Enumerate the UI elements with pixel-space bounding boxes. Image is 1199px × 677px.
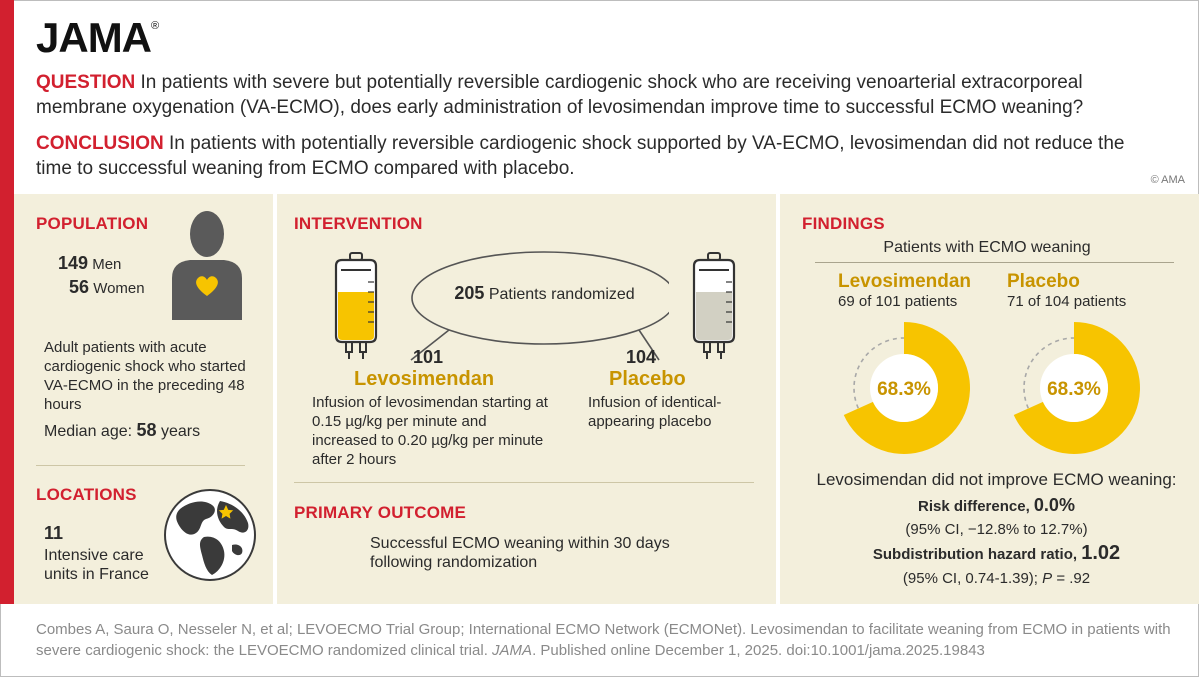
arm2-connector bbox=[638, 329, 660, 361]
panel-divider bbox=[36, 465, 245, 466]
question-text: In patients with severe but potentially … bbox=[36, 72, 1084, 118]
shr-value: 1.02 bbox=[1081, 542, 1121, 564]
conclusion-label: CONCLUSION bbox=[36, 133, 164, 154]
conclusion-block: CONCLUSION In patients with potentially … bbox=[36, 131, 1156, 181]
question-block: QUESTION In patients with severe but pot… bbox=[36, 70, 1156, 120]
population-heading: POPULATION bbox=[36, 214, 149, 233]
donut-slice-placebo bbox=[1013, 322, 1140, 454]
rd-value: 0.0% bbox=[1033, 495, 1075, 515]
p-value: = .92 bbox=[1052, 570, 1091, 587]
shr-label: Subdistribution hazard ratio, bbox=[872, 546, 1078, 563]
globe-icon bbox=[164, 489, 256, 581]
arm2-count: 104 bbox=[626, 347, 657, 367]
conclusion-text: In patients with potentially reversible … bbox=[36, 133, 1125, 179]
median-unit: years bbox=[161, 423, 201, 440]
p-label: P bbox=[1042, 570, 1053, 587]
subheading-rule bbox=[815, 262, 1174, 263]
rd-label: Risk difference, bbox=[918, 498, 1030, 515]
citation-part2: . Published online December 1, 2025. doi… bbox=[532, 642, 985, 659]
registered-mark: ® bbox=[151, 20, 159, 32]
women-label: Women bbox=[93, 280, 145, 297]
findings-arm2-sub: 71 of 104 patients bbox=[1007, 293, 1127, 310]
findings-arm1-name: Levosimendan bbox=[838, 271, 972, 292]
randomized-label: 205 Patients randomized bbox=[437, 284, 652, 304]
panel-divider bbox=[294, 482, 754, 483]
men-stat: 149 Men bbox=[58, 254, 121, 274]
donut-hole bbox=[870, 354, 938, 422]
arm1-description: Infusion of levosimendan starting at 0.1… bbox=[312, 394, 548, 468]
locations-count: 11 bbox=[44, 523, 64, 543]
randomization-diagram bbox=[410, 251, 669, 361]
outcome-text: Successful ECMO weaning within 30 days f… bbox=[370, 535, 670, 571]
findings-heading: FINDINGS bbox=[802, 214, 885, 233]
citation: Combes A, Saura O, Nesseler N, et al; LE… bbox=[36, 619, 1176, 661]
question-label: QUESTION bbox=[36, 72, 136, 93]
intervention-heading: INTERVENTION bbox=[294, 214, 423, 233]
findings-panel: FINDINGS Patients with ECMO weaning Levo… bbox=[780, 194, 1199, 604]
donut-hole bbox=[1040, 354, 1108, 422]
iv-bag-placebo-icon bbox=[692, 252, 736, 359]
donut-label-placebo: 68.3% bbox=[1047, 379, 1101, 400]
citation-part1: Combes A, Saura O, Nesseler N, et al; LE… bbox=[36, 621, 1171, 659]
men-count: 149 bbox=[58, 253, 89, 273]
women-count: 56 bbox=[69, 277, 90, 297]
outcome-heading: PRIMARY OUTCOME bbox=[294, 503, 467, 522]
arm1-name: Levosimendan bbox=[354, 368, 495, 390]
arm1-connector bbox=[410, 329, 450, 361]
locations-heading: LOCATIONS bbox=[36, 485, 137, 504]
accent-bar bbox=[0, 0, 14, 604]
population-description: Adult patients with acute cardiogenic sh… bbox=[44, 339, 246, 413]
person-icon bbox=[172, 211, 242, 320]
journal-logo: JAMA® bbox=[36, 14, 159, 62]
arm1-count: 101 bbox=[413, 347, 444, 367]
findings-summary: Levosimendan did not improve ECMO weanin… bbox=[816, 470, 1177, 489]
rd-ci: (95% CI, −12.8% to 12.7%) bbox=[905, 521, 1088, 538]
heart-icon bbox=[196, 276, 218, 296]
logo-text: JAMA bbox=[36, 14, 152, 61]
findings-arm1-sub: 69 of 101 patients bbox=[838, 293, 958, 310]
arm2-description: Infusion of identical-appearing placebo bbox=[588, 394, 722, 430]
arm2-name: Placebo bbox=[609, 368, 686, 390]
donut-charts: 68.3% 68.3% bbox=[843, 322, 1140, 454]
iv-bag-levosimendan-icon bbox=[334, 252, 378, 359]
randomized-count: 205 bbox=[454, 283, 485, 303]
copyright: © AMA bbox=[1150, 174, 1185, 186]
star-icon bbox=[217, 503, 235, 521]
intervention-panel: INTERVENTION 205 Patients random bbox=[277, 194, 776, 604]
citation-journal: JAMA bbox=[492, 642, 533, 659]
shr-ci: (95% CI, 0.74-1.39); bbox=[902, 570, 1038, 587]
randomized-text: Patients randomized bbox=[488, 286, 635, 303]
median-label: Median age: bbox=[44, 423, 133, 440]
donut-slice-levosimendan bbox=[843, 322, 970, 454]
risk-difference: Risk difference, 0.0% bbox=[794, 496, 1199, 516]
women-stat: 56 Women bbox=[69, 278, 145, 298]
donut-label-levosimendan: 68.3% bbox=[877, 379, 931, 400]
median-value: 58 bbox=[136, 420, 157, 440]
shr-ci-line: (95% CI, 0.74-1.39); P = .92 bbox=[794, 569, 1199, 588]
men-label: Men bbox=[92, 256, 122, 273]
findings-subheading: Patients with ECMO weaning bbox=[883, 239, 1091, 256]
median-age: Median age: 58 years bbox=[44, 421, 200, 441]
locations-description: Intensive care units in France bbox=[44, 547, 149, 583]
hazard-ratio: Subdistribution hazard ratio, 1.02 bbox=[794, 542, 1199, 564]
findings-arm2-name: Placebo bbox=[1007, 271, 1080, 292]
population-panel: POPULATION 149 Men 56 Women Adult patien… bbox=[14, 194, 273, 604]
